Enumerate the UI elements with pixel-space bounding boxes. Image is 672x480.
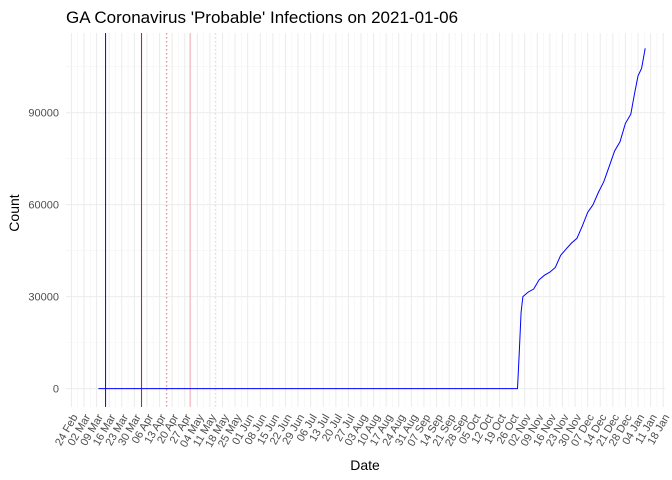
chart-title: GA Coronavirus 'Probable' Infections on …: [66, 8, 458, 27]
reference-lines: [105, 33, 216, 407]
series-line-1: [98, 48, 646, 390]
y-tick-label: 60000: [28, 200, 59, 212]
y-tick-label: 0: [53, 384, 59, 396]
y-tick-label: 30000: [28, 292, 59, 304]
series-group: [98, 48, 646, 390]
y-tick-label: 90000: [28, 108, 59, 120]
y-axis-ticks: 0 30000 60000 90000: [28, 108, 59, 396]
x-axis-title: Date: [350, 457, 380, 473]
y-axis-title: Count: [6, 194, 22, 231]
grid-lines: [66, 33, 665, 407]
